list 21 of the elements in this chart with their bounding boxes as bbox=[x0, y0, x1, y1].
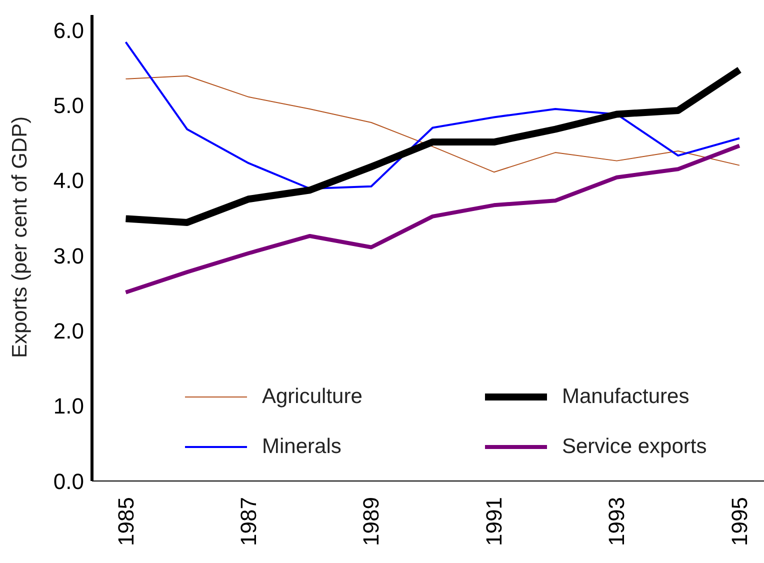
x-tick-label: 1991 bbox=[481, 497, 506, 546]
x-tick-label: 1993 bbox=[604, 497, 630, 546]
line-series bbox=[124, 144, 742, 294]
legend-label: Manufactures bbox=[562, 385, 690, 409]
y-tick-label: 1.0 bbox=[53, 394, 84, 419]
y-tick-label: 2.0 bbox=[53, 318, 84, 344]
x-tick-label: 1987 bbox=[236, 497, 261, 546]
y-tick-label: 5.0 bbox=[53, 93, 84, 118]
legend-label: Agriculture bbox=[262, 385, 362, 409]
y-tick-label: 0.0 bbox=[53, 468, 84, 494]
x-tick-label: 1995 bbox=[726, 497, 752, 546]
y-tick-label: 6.0 bbox=[53, 18, 84, 43]
y-axis-title: Exports (per cent of GDP) bbox=[8, 116, 32, 358]
y-tick-label: 3.0 bbox=[53, 243, 84, 268]
x-tick-label: 1989 bbox=[358, 497, 384, 546]
legend-label: Minerals bbox=[262, 435, 342, 459]
line-series bbox=[124, 41, 740, 190]
line-series bbox=[125, 75, 740, 173]
x-tick-label: 1985 bbox=[113, 497, 138, 546]
y-tick-label: 4.0 bbox=[53, 168, 84, 194]
legend-label: Service exports bbox=[562, 435, 707, 459]
